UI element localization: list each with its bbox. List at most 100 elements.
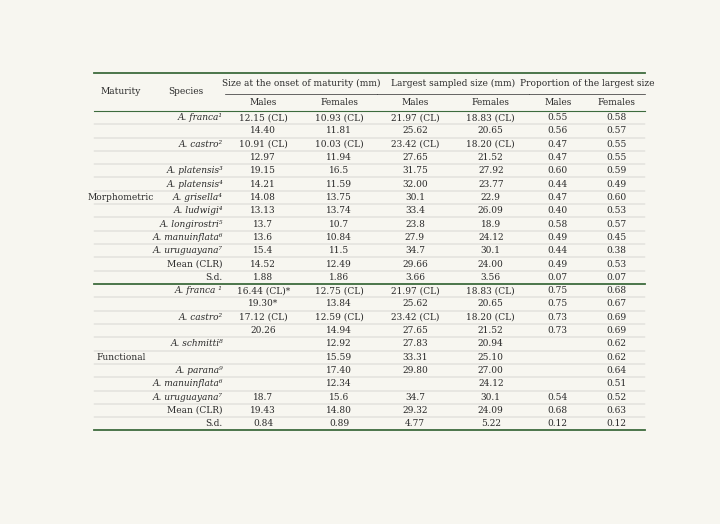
Text: Females: Females [320, 98, 358, 107]
Text: 12.59 (CL): 12.59 (CL) [315, 313, 364, 322]
Text: 0.54: 0.54 [548, 392, 568, 402]
Text: 0.75: 0.75 [548, 299, 568, 309]
Text: 0.58: 0.58 [548, 220, 568, 228]
Text: 19.15: 19.15 [250, 166, 276, 176]
Text: 20.65: 20.65 [478, 299, 504, 309]
Text: Females: Females [472, 98, 510, 107]
Text: A. castro²: A. castro² [179, 140, 223, 149]
Text: 24.12: 24.12 [478, 233, 503, 242]
Text: 0.38: 0.38 [606, 246, 626, 255]
Text: 1.86: 1.86 [329, 273, 349, 282]
Text: 10.03 (CL): 10.03 (CL) [315, 140, 364, 149]
Text: A. manuinflata⁶: A. manuinflata⁶ [153, 379, 223, 388]
Text: 33.4: 33.4 [405, 206, 425, 215]
Text: 18.83 (CL): 18.83 (CL) [467, 113, 515, 122]
Text: 0.75: 0.75 [548, 286, 568, 295]
Text: 20.94: 20.94 [478, 340, 503, 348]
Text: 11.5: 11.5 [329, 246, 349, 255]
Text: 18.9: 18.9 [481, 220, 501, 228]
Text: 14.08: 14.08 [251, 193, 276, 202]
Text: 0.60: 0.60 [548, 166, 568, 176]
Text: 0.57: 0.57 [606, 220, 626, 228]
Text: Size at the onset of maturity (mm): Size at the onset of maturity (mm) [222, 79, 380, 88]
Text: 30.1: 30.1 [405, 193, 425, 202]
Text: 0.55: 0.55 [606, 140, 626, 149]
Text: Maturity: Maturity [101, 88, 141, 96]
Text: 0.55: 0.55 [548, 113, 568, 122]
Text: 0.62: 0.62 [606, 353, 626, 362]
Text: Females: Females [597, 98, 635, 107]
Text: 18.20 (CL): 18.20 (CL) [467, 140, 515, 149]
Text: 0.12: 0.12 [606, 419, 626, 428]
Text: 21.97 (CL): 21.97 (CL) [390, 113, 439, 122]
Text: 21.52: 21.52 [478, 153, 503, 162]
Text: 0.68: 0.68 [548, 406, 568, 415]
Text: 33.31: 33.31 [402, 353, 428, 362]
Text: 29.66: 29.66 [402, 259, 428, 268]
Text: 27.92: 27.92 [478, 166, 503, 176]
Text: 34.7: 34.7 [405, 246, 425, 255]
Text: Males: Males [544, 98, 572, 107]
Text: 23.77: 23.77 [478, 180, 503, 189]
Text: 0.60: 0.60 [606, 193, 626, 202]
Text: 0.47: 0.47 [548, 193, 568, 202]
Text: 0.07: 0.07 [548, 273, 568, 282]
Text: 23.42 (CL): 23.42 (CL) [391, 140, 439, 149]
Text: 15.6: 15.6 [329, 392, 349, 402]
Text: 12.92: 12.92 [326, 340, 352, 348]
Text: 0.07: 0.07 [606, 273, 626, 282]
Text: S.d.: S.d. [206, 273, 223, 282]
Text: 31.75: 31.75 [402, 166, 428, 176]
Text: 26.09: 26.09 [478, 206, 503, 215]
Text: 25.62: 25.62 [402, 299, 428, 309]
Text: S.d.: S.d. [206, 419, 223, 428]
Text: Species: Species [168, 88, 204, 96]
Text: 3.66: 3.66 [405, 273, 425, 282]
Text: 10.91 (CL): 10.91 (CL) [239, 140, 287, 149]
Text: 13.13: 13.13 [251, 206, 276, 215]
Text: 0.53: 0.53 [606, 206, 626, 215]
Text: Males: Males [249, 98, 276, 107]
Text: 0.45: 0.45 [606, 233, 626, 242]
Text: 12.49: 12.49 [326, 259, 352, 268]
Text: 0.63: 0.63 [606, 406, 626, 415]
Text: 18.83 (CL): 18.83 (CL) [467, 286, 515, 295]
Text: 21.97 (CL): 21.97 (CL) [390, 286, 439, 295]
Text: 12.15 (CL): 12.15 (CL) [239, 113, 287, 122]
Text: 17.12 (CL): 17.12 (CL) [239, 313, 287, 322]
Text: 11.81: 11.81 [326, 126, 352, 135]
Text: 10.84: 10.84 [326, 233, 352, 242]
Text: 12.97: 12.97 [251, 153, 276, 162]
Text: 24.09: 24.09 [478, 406, 503, 415]
Text: 15.59: 15.59 [326, 353, 352, 362]
Text: 30.1: 30.1 [481, 246, 500, 255]
Text: 13.84: 13.84 [326, 299, 352, 309]
Text: 14.80: 14.80 [326, 406, 352, 415]
Text: 25.62: 25.62 [402, 126, 428, 135]
Text: 15.4: 15.4 [253, 246, 274, 255]
Text: 0.52: 0.52 [606, 392, 626, 402]
Text: 0.69: 0.69 [606, 313, 626, 322]
Text: 0.69: 0.69 [606, 326, 626, 335]
Text: 25.10: 25.10 [478, 353, 504, 362]
Text: A. manuinflata⁶: A. manuinflata⁶ [153, 233, 223, 242]
Text: A. parana⁹: A. parana⁹ [175, 366, 223, 375]
Text: 1.88: 1.88 [253, 273, 273, 282]
Text: 0.67: 0.67 [606, 299, 626, 309]
Text: 11.59: 11.59 [326, 180, 352, 189]
Text: 0.58: 0.58 [606, 113, 626, 122]
Text: A. franca ¹: A. franca ¹ [175, 286, 223, 295]
Text: 10.7: 10.7 [329, 220, 349, 228]
Text: 20.26: 20.26 [251, 326, 276, 335]
Text: 27.65: 27.65 [402, 153, 428, 162]
Text: A. platensis³: A. platensis³ [166, 166, 223, 176]
Text: 30.1: 30.1 [481, 392, 500, 402]
Text: 3.56: 3.56 [481, 273, 501, 282]
Text: 18.7: 18.7 [253, 392, 273, 402]
Text: 0.49: 0.49 [606, 180, 626, 189]
Text: 19.30*: 19.30* [248, 299, 278, 309]
Text: Proportion of the largest size: Proportion of the largest size [520, 79, 654, 88]
Text: 13.6: 13.6 [253, 233, 273, 242]
Text: 0.55: 0.55 [606, 153, 626, 162]
Text: 0.73: 0.73 [548, 326, 568, 335]
